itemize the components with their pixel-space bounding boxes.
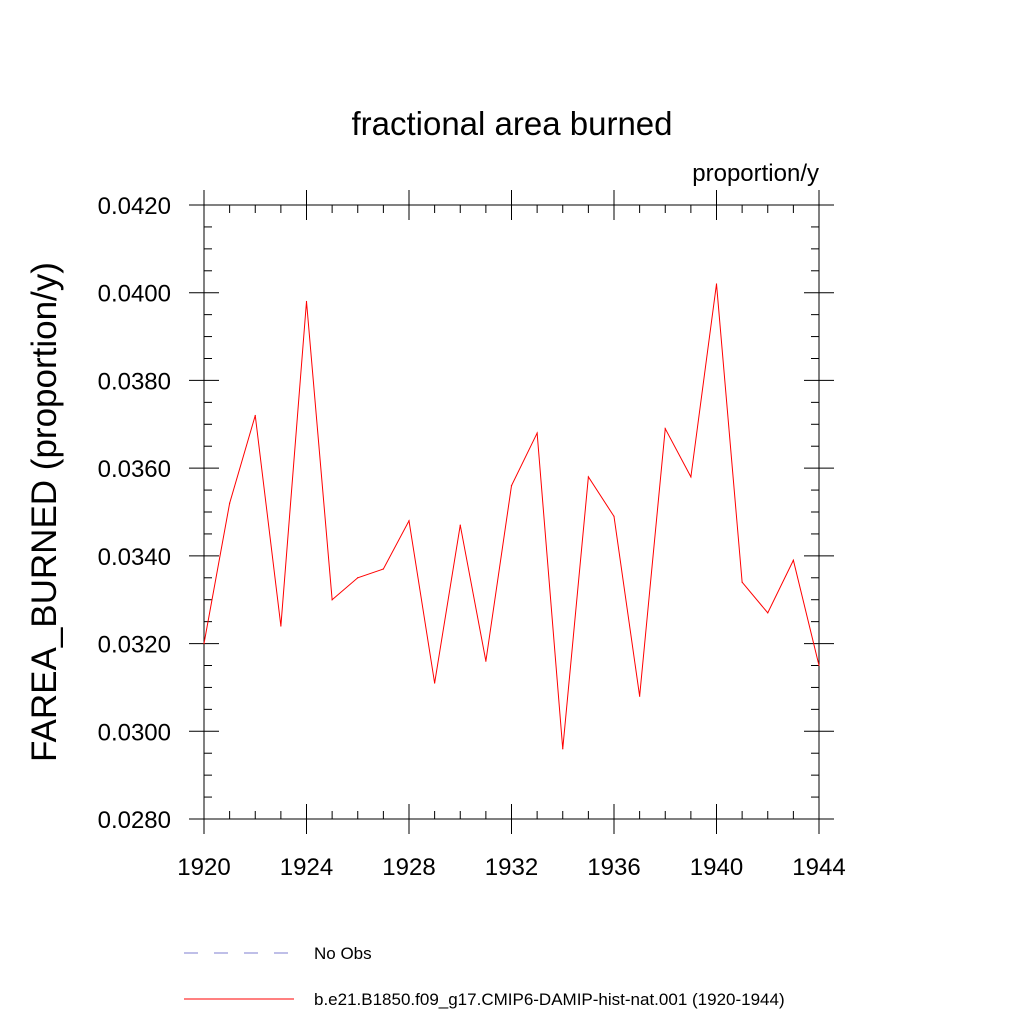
plot-frame	[203, 204, 820, 820]
y-tick-label: 0.0380	[98, 368, 171, 395]
x-tick-label: 1936	[587, 854, 640, 881]
x-tick-label: 1920	[177, 854, 230, 881]
data-point	[792, 559, 794, 561]
series-layer	[203, 283, 820, 750]
x-tick-label: 1932	[485, 854, 538, 881]
y-axis-label: FAREA_BURNED (proportion/y)	[25, 262, 64, 762]
data-point	[536, 432, 538, 434]
data-point	[229, 502, 231, 504]
data-point	[459, 524, 461, 526]
y-tick-label: 0.0400	[98, 281, 171, 308]
data-point	[408, 520, 410, 522]
legend-label-model-run: b.e21.B1850.f09_g17.CMIP6-DAMIP-hist-nat…	[314, 990, 785, 1009]
data-point	[254, 414, 256, 417]
data-point	[382, 568, 384, 570]
data-point	[280, 625, 282, 627]
x-tick-label: 1928	[382, 854, 435, 881]
legend: No Obs b.e21.B1850.f09_g17.CMIP6-DAMIP-h…	[184, 944, 785, 1009]
y-tick-labels: 0.0280 0.0300 0.0320 0.0340 0.0360 0.0380 0.04…	[98, 193, 171, 834]
y-tick-label: 0.0420	[98, 193, 171, 220]
data-point	[715, 283, 718, 285]
data-point	[203, 642, 205, 645]
data-point	[613, 515, 615, 517]
data-point	[434, 682, 436, 684]
legend-label-no-obs: No Obs	[314, 944, 372, 963]
axis-ticks	[189, 190, 834, 834]
data-point	[510, 485, 513, 487]
data-point	[639, 695, 641, 697]
units-label: proportion/y	[692, 160, 819, 187]
data-point	[587, 476, 589, 478]
y-tick-label: 0.0300	[98, 719, 171, 746]
data-point	[331, 599, 333, 601]
x-tick-label: 1924	[280, 854, 333, 881]
y-tick-label: 0.0320	[98, 632, 171, 659]
data-point	[741, 581, 743, 583]
data-point	[690, 476, 692, 478]
data-point	[767, 612, 769, 614]
x-tick-labels: 1920 1924 1928 1932 1936 1940 1944	[177, 854, 845, 881]
data-point	[818, 664, 820, 667]
data-point	[485, 660, 487, 662]
y-tick-label: 0.0280	[98, 807, 171, 834]
data-point	[562, 748, 564, 750]
x-tick-label: 1944	[792, 854, 845, 881]
y-tick-label: 0.0340	[98, 544, 171, 571]
y-tick-label: 0.0360	[98, 456, 171, 483]
data-point	[305, 300, 308, 303]
series-line	[203, 283, 820, 749]
data-point	[664, 428, 666, 430]
data-point	[357, 577, 359, 579]
x-tick-label: 1940	[690, 854, 743, 881]
chart-title: fractional area burned	[351, 105, 672, 142]
